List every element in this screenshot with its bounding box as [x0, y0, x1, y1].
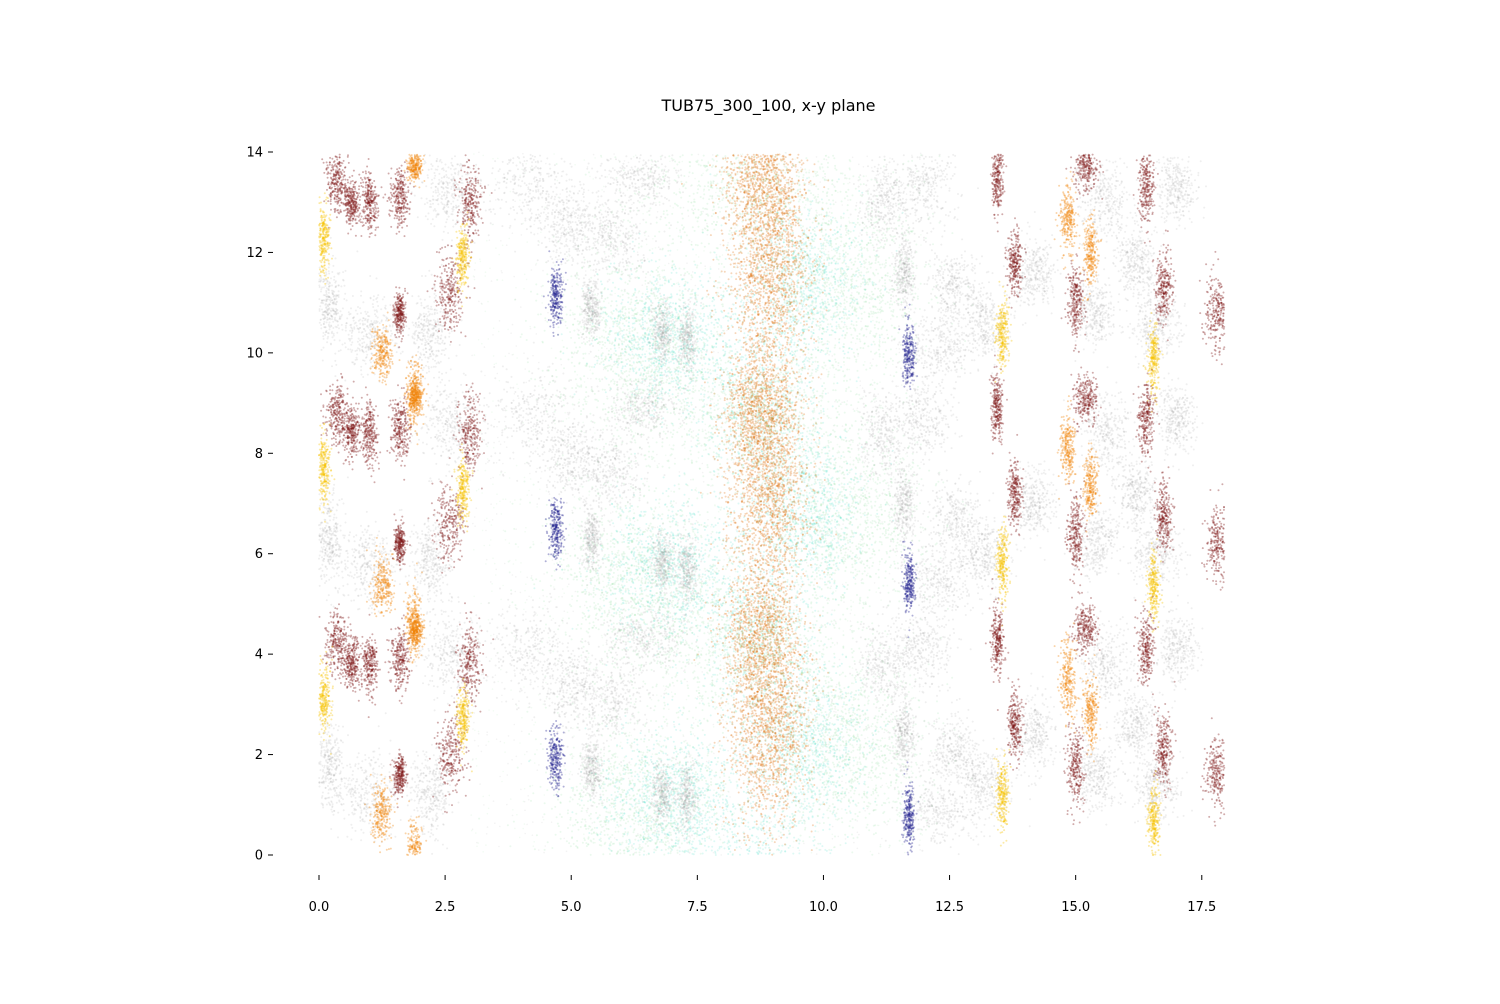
x-tick-label: 12.5 [935, 900, 964, 915]
cluster-82 [1133, 369, 1161, 473]
cluster-17 [1003, 211, 1062, 317]
cluster-41 [1078, 209, 1102, 301]
cluster-40 [1054, 171, 1080, 270]
cluster-78 [989, 355, 1008, 455]
cluster-130 [1133, 596, 1157, 696]
cluster-112 [948, 729, 1032, 841]
cluster-132 [1200, 717, 1225, 826]
cluster-137 [1081, 654, 1102, 762]
y-tick-label: 12 [246, 246, 263, 261]
x-tick-label: 2.5 [435, 900, 456, 915]
x-tick-label: 15.0 [1061, 900, 1090, 915]
y-tick-label: 14 [246, 146, 263, 161]
cluster-25 [358, 158, 382, 238]
x-tick-label: 0.0 [309, 900, 330, 915]
cluster-36 [1199, 251, 1226, 365]
x-tick-label: 10.0 [809, 900, 838, 915]
cluster-88 [1057, 395, 1078, 500]
cluster-20 [1149, 155, 1207, 235]
cluster-56 [577, 487, 606, 581]
cluster-47 [898, 304, 918, 391]
y-tick-label: 0 [255, 849, 263, 864]
chart-title: TUB75_300_100, x-y plane [0, 96, 1500, 115]
cluster-84 [1201, 483, 1225, 590]
x-axis: 0.0 2.5 5.0 7.5 10.0 12.5 15.0 17.5 [309, 875, 1217, 915]
scatter-points [318, 152, 1225, 857]
cluster-72 [339, 397, 365, 471]
cluster-102 [562, 633, 665, 764]
cluster-125 [389, 749, 409, 809]
cluster-29 [392, 286, 409, 348]
cluster-8 [574, 265, 603, 353]
cluster-142 [545, 720, 566, 797]
cluster-4 [473, 154, 602, 253]
cluster-46 [543, 250, 567, 337]
cluster-89 [1082, 442, 1102, 532]
cluster-48 [318, 476, 350, 607]
y-tick-label: 10 [246, 346, 263, 361]
cluster-127 [1006, 677, 1026, 770]
y-axis: 0 2 4 6 8 10 12 14 [246, 146, 273, 864]
cluster-77 [392, 513, 411, 570]
y-tick-label: 6 [255, 547, 263, 562]
y-tick-label: 8 [255, 447, 263, 462]
cluster-79 [1005, 434, 1025, 536]
cluster-76 [453, 383, 487, 490]
x-tick-label: 7.5 [687, 900, 708, 915]
cluster-80 [1064, 480, 1088, 598]
cluster-81 [1070, 367, 1102, 433]
cluster-95 [900, 541, 917, 639]
cluster-60 [878, 367, 962, 489]
cluster-73 [355, 386, 381, 483]
cluster-13 [889, 221, 920, 341]
cluster-7 [583, 154, 684, 218]
cluster-121 [356, 614, 381, 718]
cluster-30 [990, 154, 1008, 233]
x-tick-label: 5.0 [561, 900, 582, 915]
y-tick-label: 2 [255, 748, 263, 763]
cluster-133 [364, 774, 398, 854]
x-tick-label: 17.5 [1187, 900, 1216, 915]
cluster-43 [451, 211, 473, 307]
cluster-33 [1065, 154, 1104, 200]
y-tick-label: 4 [255, 648, 263, 663]
